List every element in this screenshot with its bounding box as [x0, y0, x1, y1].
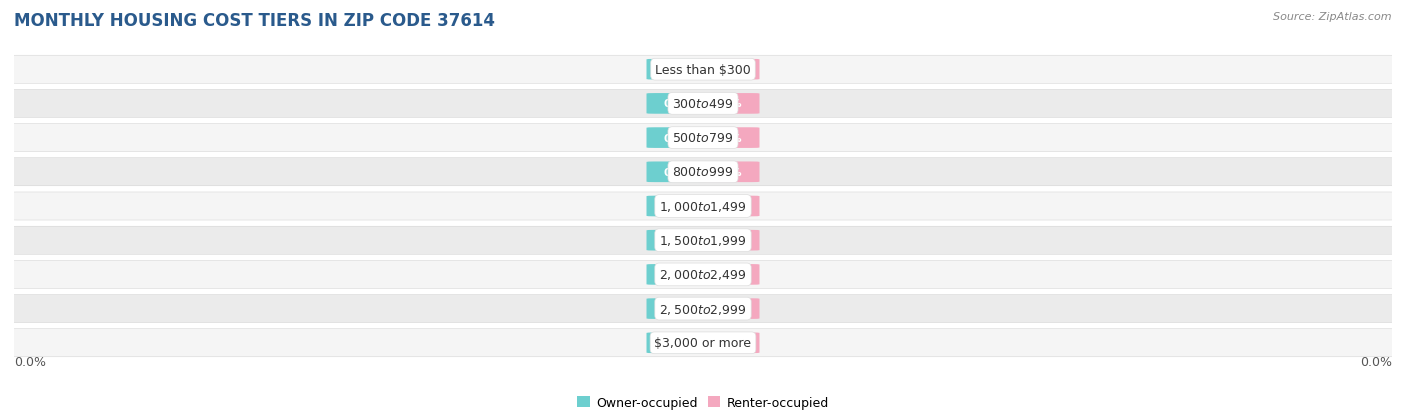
Text: $2,500 to $2,999: $2,500 to $2,999: [659, 302, 747, 316]
Text: $3,000 or more: $3,000 or more: [655, 337, 751, 349]
FancyBboxPatch shape: [4, 329, 1402, 357]
FancyBboxPatch shape: [4, 124, 1402, 152]
Text: Less than $300: Less than $300: [655, 64, 751, 76]
Text: 0.0%: 0.0%: [711, 304, 742, 314]
FancyBboxPatch shape: [647, 299, 711, 319]
Text: 0.0%: 0.0%: [711, 270, 742, 280]
FancyBboxPatch shape: [695, 196, 759, 217]
Text: 0.0%: 0.0%: [711, 236, 742, 246]
FancyBboxPatch shape: [4, 227, 1402, 254]
Legend: Owner-occupied, Renter-occupied: Owner-occupied, Renter-occupied: [572, 391, 834, 413]
Text: 0.0%: 0.0%: [664, 270, 695, 280]
Text: 0.0%: 0.0%: [664, 65, 695, 75]
FancyBboxPatch shape: [4, 295, 1402, 323]
FancyBboxPatch shape: [4, 90, 1402, 118]
Text: 0.0%: 0.0%: [664, 99, 695, 109]
Text: 0.0%: 0.0%: [664, 236, 695, 246]
Text: 0.0%: 0.0%: [664, 133, 695, 143]
FancyBboxPatch shape: [695, 264, 759, 285]
FancyBboxPatch shape: [4, 159, 1402, 186]
Text: Source: ZipAtlas.com: Source: ZipAtlas.com: [1274, 12, 1392, 22]
Text: MONTHLY HOUSING COST TIERS IN ZIP CODE 37614: MONTHLY HOUSING COST TIERS IN ZIP CODE 3…: [14, 12, 495, 30]
Text: 0.0%: 0.0%: [664, 202, 695, 211]
FancyBboxPatch shape: [647, 60, 711, 81]
FancyBboxPatch shape: [695, 94, 759, 114]
FancyBboxPatch shape: [647, 162, 711, 183]
FancyBboxPatch shape: [4, 56, 1402, 84]
FancyBboxPatch shape: [695, 162, 759, 183]
FancyBboxPatch shape: [695, 128, 759, 149]
Text: $300 to $499: $300 to $499: [672, 97, 734, 111]
FancyBboxPatch shape: [695, 332, 759, 353]
Text: 0.0%: 0.0%: [711, 65, 742, 75]
Text: 0.0%: 0.0%: [711, 133, 742, 143]
Text: 0.0%: 0.0%: [664, 338, 695, 348]
Text: 0.0%: 0.0%: [711, 338, 742, 348]
Text: $2,000 to $2,499: $2,000 to $2,499: [659, 268, 747, 282]
FancyBboxPatch shape: [647, 196, 711, 217]
Text: $500 to $799: $500 to $799: [672, 132, 734, 145]
Text: $1,000 to $1,499: $1,000 to $1,499: [659, 199, 747, 214]
FancyBboxPatch shape: [4, 192, 1402, 221]
Text: 0.0%: 0.0%: [711, 202, 742, 211]
FancyBboxPatch shape: [695, 230, 759, 251]
FancyBboxPatch shape: [647, 230, 711, 251]
Text: $800 to $999: $800 to $999: [672, 166, 734, 179]
Text: 0.0%: 0.0%: [1360, 355, 1392, 368]
Text: 0.0%: 0.0%: [664, 167, 695, 177]
Text: 0.0%: 0.0%: [711, 99, 742, 109]
FancyBboxPatch shape: [647, 94, 711, 114]
FancyBboxPatch shape: [695, 60, 759, 81]
FancyBboxPatch shape: [647, 128, 711, 149]
FancyBboxPatch shape: [647, 332, 711, 353]
Text: $1,500 to $1,999: $1,500 to $1,999: [659, 234, 747, 248]
FancyBboxPatch shape: [4, 261, 1402, 289]
FancyBboxPatch shape: [695, 299, 759, 319]
FancyBboxPatch shape: [647, 264, 711, 285]
Text: 0.0%: 0.0%: [664, 304, 695, 314]
Text: 0.0%: 0.0%: [711, 167, 742, 177]
Text: 0.0%: 0.0%: [14, 355, 46, 368]
